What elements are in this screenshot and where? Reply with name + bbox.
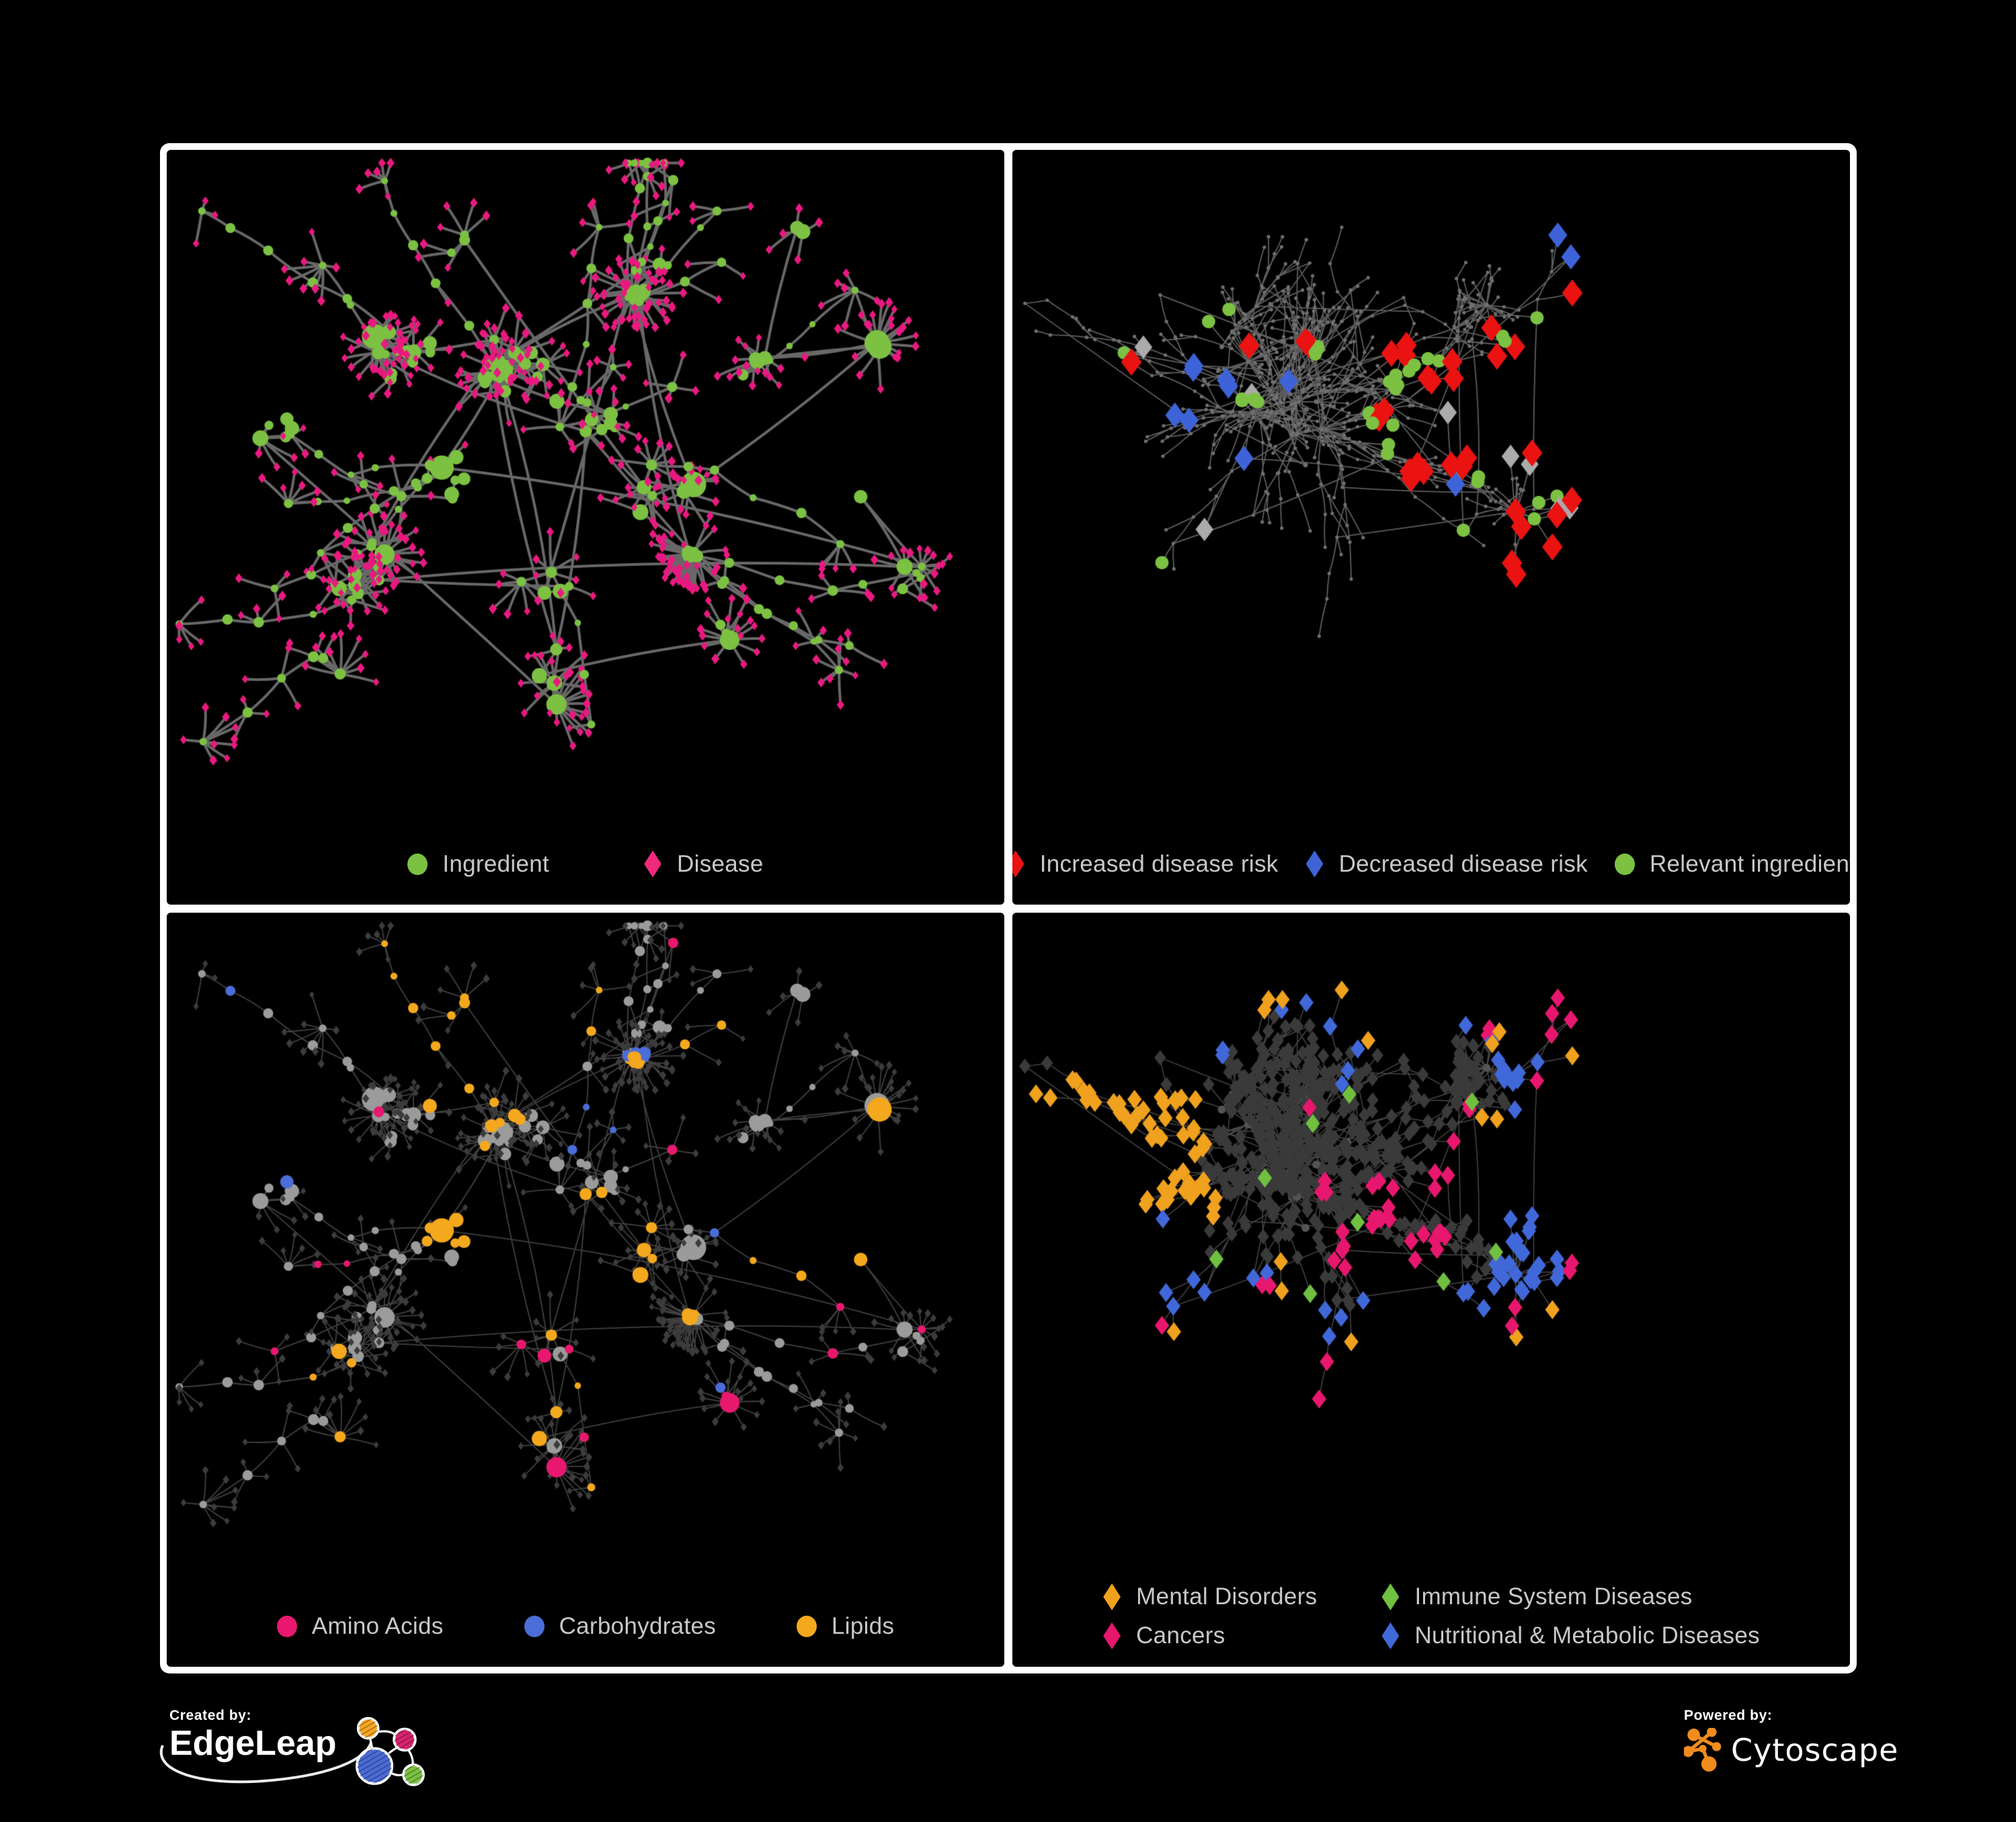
panel-nutrient-classes: Amino Acids Carbohydrates Lipids	[167, 912, 1004, 1667]
legend-disease-classes: Mental Disorders Immune System Diseases …	[1012, 1583, 1850, 1649]
mental-disorders-legend-label: Mental Disorders	[1136, 1583, 1318, 1610]
relevant-ingredient-legend-label: Relevant ingredient	[1649, 850, 1850, 877]
decreased-risk-swatch-icon	[1305, 850, 1324, 878]
legend-item-mental-disorders: Mental Disorders	[1102, 1583, 1317, 1610]
disease-legend-label: Disease	[677, 850, 764, 877]
legend-item-lipids: Lipids	[797, 1613, 894, 1640]
carbohydrates-legend-label: Carbohydrates	[559, 1613, 717, 1639]
carbohydrates-swatch-icon	[524, 1616, 545, 1637]
increased-risk-legend-label: Increased disease risk	[1039, 850, 1279, 877]
immune-system-diseases-swatch-icon	[1381, 1583, 1400, 1610]
nutritional-metabolic-diseases-swatch-icon	[1381, 1622, 1400, 1649]
cytoscape-logo: Cytoscape	[1684, 1728, 1980, 1772]
powered-by-label: Powered by:	[1684, 1708, 1773, 1723]
relevant-ingredient-swatch-icon	[1614, 853, 1635, 875]
legend-item-carbohydrates: Carbohydrates	[524, 1613, 716, 1640]
network-grid: Ingredient Disease Increased disease ris…	[160, 143, 1857, 1673]
lipids-swatch-icon	[797, 1616, 817, 1637]
panel-disease-classes: Mental Disorders Immune System Diseases …	[1012, 912, 1850, 1667]
disease-swatch-icon	[644, 850, 661, 878]
panel-ingredient-disease: Ingredient Disease	[167, 150, 1004, 905]
amino-acids-swatch-icon	[276, 1616, 297, 1637]
legend-item-increased-risk: Increased disease risk	[1012, 850, 1279, 878]
panel-disease-risk: Increased disease risk Decreased disease…	[1012, 150, 1850, 905]
edgeleap-logo: EdgeLeap	[169, 1716, 452, 1803]
legend-item-relevant-ingredient: Relevant ingredient	[1614, 850, 1850, 878]
nutritional-metabolic-diseases-legend-label: Nutritional & Metabolic Diseases	[1414, 1622, 1760, 1649]
legend-item-disease: Disease	[643, 850, 764, 878]
ingredient-legend-label: Ingredient	[442, 850, 550, 877]
cytoscape-wordmark: Cytoscape	[1731, 1732, 1899, 1768]
legend-item-nutritional-metabolic-diseases: Nutritional & Metabolic Diseases	[1381, 1622, 1760, 1649]
cytoscape-icon	[1684, 1728, 1722, 1772]
cancers-swatch-icon	[1103, 1622, 1121, 1649]
created-by-label: Created by:	[169, 1708, 252, 1723]
disease-risk-network-canvas	[1012, 150, 1850, 905]
ingredient-swatch-icon	[407, 853, 428, 875]
increased-risk-swatch-icon	[1012, 850, 1024, 878]
edgeleap-wordmark: EdgeLeap	[169, 1724, 337, 1763]
legend-item-amino-acids: Amino Acids	[276, 1613, 444, 1640]
legend-nutrient-classes: Amino Acids Carbohydrates Lipids	[167, 1613, 1004, 1640]
legend-ingredient-disease: Ingredient Disease	[167, 850, 1004, 878]
immune-system-diseases-legend-label: Immune System Diseases	[1414, 1583, 1693, 1610]
decreased-risk-legend-label: Decreased disease risk	[1338, 850, 1588, 877]
legend-item-immune-system-diseases: Immune System Diseases	[1381, 1583, 1692, 1610]
mental-disorders-swatch-icon	[1103, 1583, 1121, 1610]
edgeleap-credit: Created by: EdgeLeap	[159, 1708, 452, 1822]
edgeleap-network-icon	[355, 1716, 425, 1786]
ingredient-disease-network-canvas	[167, 150, 1004, 905]
nutrient-class-network-canvas	[167, 912, 1004, 1667]
legend-item-ingredient: Ingredient	[407, 851, 549, 878]
disease-class-network-canvas	[1012, 912, 1850, 1667]
legend-item-cancers: Cancers	[1102, 1622, 1225, 1649]
amino-acids-legend-label: Amino Acids	[311, 1613, 444, 1639]
lipids-legend-label: Lipids	[832, 1613, 895, 1639]
legend-disease-risk: Increased disease risk Decreased disease…	[1012, 850, 1850, 878]
legend-item-decreased-risk: Decreased disease risk	[1305, 850, 1588, 878]
cancers-legend-label: Cancers	[1136, 1622, 1225, 1649]
cytoscape-credit: Powered by: Cytoscape	[1684, 1708, 1980, 1822]
